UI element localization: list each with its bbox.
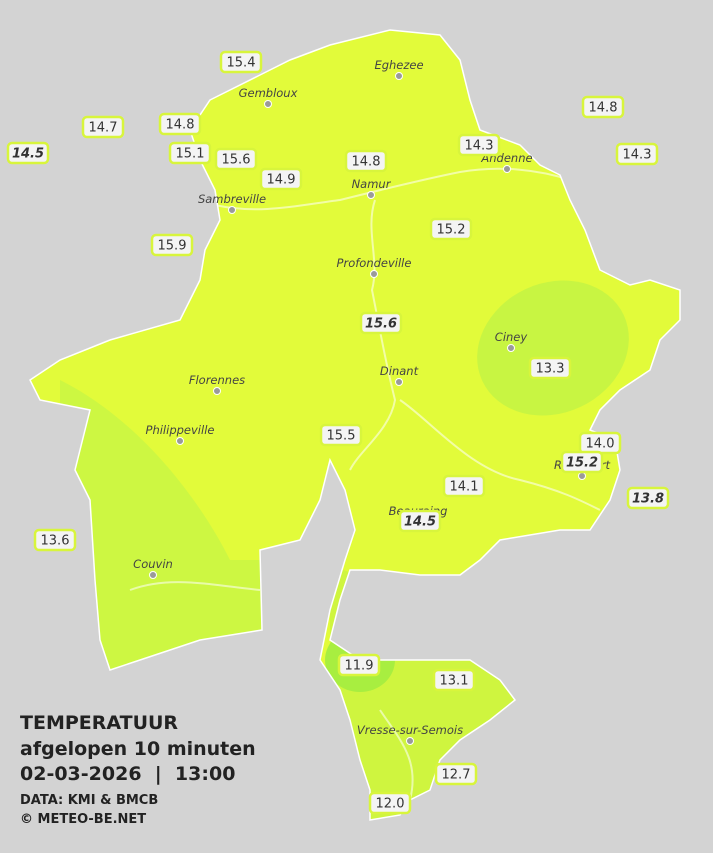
reading-box — [581, 95, 625, 119]
city-dot — [370, 270, 378, 278]
reading-value: 13.8 — [632, 492, 664, 507]
city-label: Ciney — [495, 330, 528, 344]
reading-value: 14.5 — [12, 147, 44, 162]
city-dot — [149, 571, 157, 579]
reading-value: 15.2 — [437, 223, 466, 238]
reading-box — [81, 115, 125, 139]
city-label: Eghezee — [374, 58, 423, 72]
reading-value: 12.0 — [376, 797, 405, 812]
reading-value: 15.6 — [222, 153, 251, 168]
credit: © METEO-BE.NET — [20, 812, 146, 827]
city-label: Sambreville — [198, 192, 266, 206]
reading-box — [259, 167, 303, 191]
reading-box — [429, 217, 473, 241]
reading-value: 13.6 — [41, 534, 70, 549]
zone-cool — [477, 280, 629, 416]
reading-box — [398, 509, 442, 533]
reading-box — [432, 668, 476, 692]
city-label: Dinant — [380, 364, 419, 378]
city-dot — [213, 387, 221, 395]
reading-box — [359, 311, 403, 335]
reading-value: 14.0 — [586, 437, 615, 452]
reading-value: 14.7 — [89, 121, 118, 136]
zone-mild — [60, 380, 300, 700]
reading-box — [150, 233, 194, 257]
reading-value: 15.6 — [365, 317, 397, 332]
city-label: Gembloux — [239, 86, 298, 100]
reading-value: 14.8 — [589, 101, 618, 116]
city-dot — [228, 206, 236, 214]
reading-value: 15.9 — [158, 239, 187, 254]
source: DATA: KMI & BMCB — [20, 793, 158, 808]
city-label: Namur — [352, 177, 392, 191]
city-layer: EghezeeGemblouxAndenneNamurSambrevillePr… — [133, 58, 611, 745]
city-dot — [395, 72, 403, 80]
reading-value: 15.1 — [176, 147, 205, 162]
reading-value: 14.3 — [623, 148, 652, 163]
reading-value: 13.1 — [440, 674, 469, 689]
reading-box — [158, 112, 202, 136]
reading-value: 15.4 — [227, 56, 256, 71]
city-dot — [176, 437, 184, 445]
reading-box — [214, 147, 258, 171]
city-label: Vresse-sur-Semois — [357, 723, 463, 737]
reading-value: 12.7 — [442, 768, 471, 783]
reading-value: 11.9 — [345, 659, 374, 674]
title: TEMPERATUUR — [20, 712, 178, 734]
reading-layer: 15.4 14.7 14.8 14.5 15.1 15.6 14.9 14.8 14.3 14.8… — [6, 50, 670, 815]
reading-box — [434, 762, 478, 786]
reading-value: 14.8 — [352, 155, 381, 170]
datetime: 02-03-2026 | 13:00 — [20, 763, 235, 785]
rivers — [129, 167, 601, 801]
reading-box — [442, 474, 486, 498]
city-dot — [578, 472, 586, 480]
reading-value: 14.1 — [450, 480, 479, 495]
reading-box — [528, 356, 572, 380]
city-dot — [264, 100, 272, 108]
reading-box — [168, 141, 212, 165]
reading-box — [626, 486, 670, 510]
reading-box — [344, 149, 388, 173]
city-dot — [367, 191, 375, 199]
reading-value: 15.2 — [566, 456, 598, 471]
reading-value: 13.3 — [536, 362, 565, 377]
city-label: Couvin — [133, 557, 173, 571]
city-label: Philippeville — [146, 423, 215, 437]
reading-box — [560, 450, 604, 474]
reading-value: 14.3 — [465, 139, 494, 154]
reading-box — [6, 141, 50, 165]
reading-box — [337, 653, 381, 677]
city-dot — [503, 165, 511, 173]
city-dot — [395, 378, 403, 386]
reading-box — [368, 791, 412, 815]
reading-box — [615, 142, 659, 166]
reading-value: 14.9 — [267, 173, 296, 188]
reading-box — [33, 528, 77, 552]
reading-value: 14.8 — [166, 118, 195, 133]
city-label: Florennes — [189, 373, 245, 387]
reading-value: 15.5 — [327, 429, 356, 444]
subtitle: afgelopen 10 minuten — [20, 738, 256, 760]
reading-box — [457, 133, 501, 157]
reading-box — [219, 50, 263, 74]
city-dot — [406, 737, 414, 745]
city-label: Profondeville — [337, 256, 412, 270]
reading-box — [319, 423, 363, 447]
reading-value: 14.5 — [404, 515, 436, 530]
city-dot — [507, 344, 515, 352]
